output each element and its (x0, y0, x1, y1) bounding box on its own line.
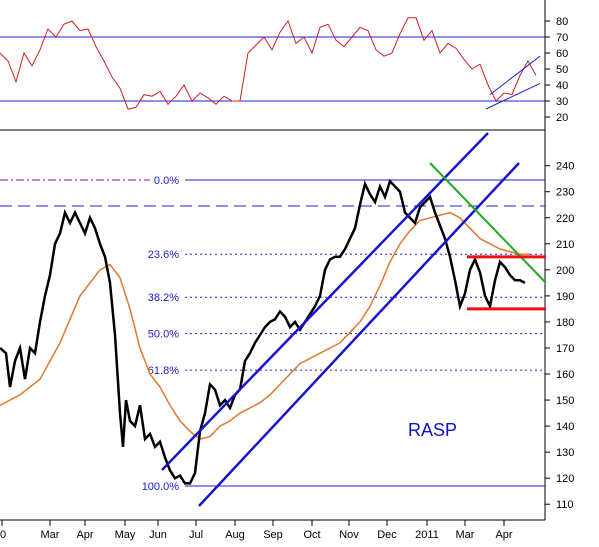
price-tick-label: 210 (556, 239, 574, 251)
x-tick-label: Mar (456, 529, 475, 541)
indicator-tick-label: 70 (556, 32, 568, 44)
price-tick-label: 140 (556, 421, 574, 433)
fib-level-label: 38.2% (148, 292, 179, 304)
fib-level-label: 0.0% (154, 175, 179, 187)
x-tick-label: Sep (263, 529, 283, 541)
price-panel: 0.0%23.6%38.2%50.0%61.8%100.0% RASP 1101… (0, 132, 574, 511)
price-tick-label: 160 (556, 369, 574, 381)
indicator-channel-lower (485, 82, 541, 110)
indicator-tick-label: 60 (556, 48, 568, 60)
indicator-y-ticks: 20 30 40 50 60 70 80 (545, 16, 568, 124)
price-tick-label: 180 (556, 317, 574, 329)
indicator-tick-label: 20 (556, 112, 568, 124)
indicator-tick-label: 40 (556, 80, 568, 92)
indicator-tick-label: 80 (556, 16, 568, 28)
price-tick-label: 110 (556, 499, 574, 511)
fib-levels: 0.0% 23.6% 38.2% 50.0% 61.8% 100.0% (142, 175, 545, 493)
indicator-tick-label: 50 (556, 64, 568, 76)
price-tick-label: 190 (556, 291, 574, 303)
x-tick-label: Mar (41, 529, 60, 541)
price-y-ticks: 110 120 130 140 150 160 170 180 190 200 210 220 230 2… (545, 161, 574, 511)
downtrend-line (429, 162, 547, 284)
price-line (0, 178, 526, 485)
x-tick-label: Aug (225, 529, 245, 541)
x-axis-ticks: 0 Mar Apr May Jun Jul Aug Sep Oct Nov Dec 2011 Mar Ap… (0, 520, 513, 541)
indicator-line (0, 17, 537, 110)
x-tick-label: 2011 (415, 529, 439, 541)
fib-level-label: 50.0% (148, 329, 179, 341)
x-tick-label: Oct (303, 529, 320, 541)
trend-channel-upper (161, 132, 489, 471)
price-tick-label: 130 (556, 447, 574, 459)
price-tick-label: 240 (556, 161, 574, 173)
indicator-tick-label: 30 (556, 96, 568, 108)
fib-level-label: 100.0% (142, 481, 180, 493)
x-tick-label: Nov (339, 529, 359, 541)
indicator-panel: 20 30 40 50 60 70 80 (0, 16, 568, 124)
x-tick-label: Jun (149, 529, 167, 541)
fib-level-label: 23.6% (148, 249, 179, 261)
trend-channel-lower (198, 162, 520, 507)
x-tick-label: May (115, 529, 136, 541)
ticker-label: RASP (408, 420, 457, 440)
fib-level-label: 61.8% (148, 365, 179, 377)
moving-average-line (0, 211, 530, 440)
x-tick-label: Apr (76, 529, 93, 541)
price-tick-label: 150 (556, 395, 574, 407)
price-tick-label: 220 (556, 213, 574, 225)
price-tick-label: 230 (556, 187, 574, 199)
dashed-levels (0, 179, 545, 207)
price-tick-label: 120 (556, 473, 574, 485)
x-tick-label: Jul (189, 529, 203, 541)
price-tick-label: 200 (556, 265, 574, 277)
x-tick-label: 0 (0, 529, 6, 541)
indicator-channel-upper (489, 55, 541, 95)
x-tick-label: Apr (495, 529, 512, 541)
price-tick-label: 170 (556, 343, 574, 355)
x-tick-label: Dec (377, 529, 397, 541)
